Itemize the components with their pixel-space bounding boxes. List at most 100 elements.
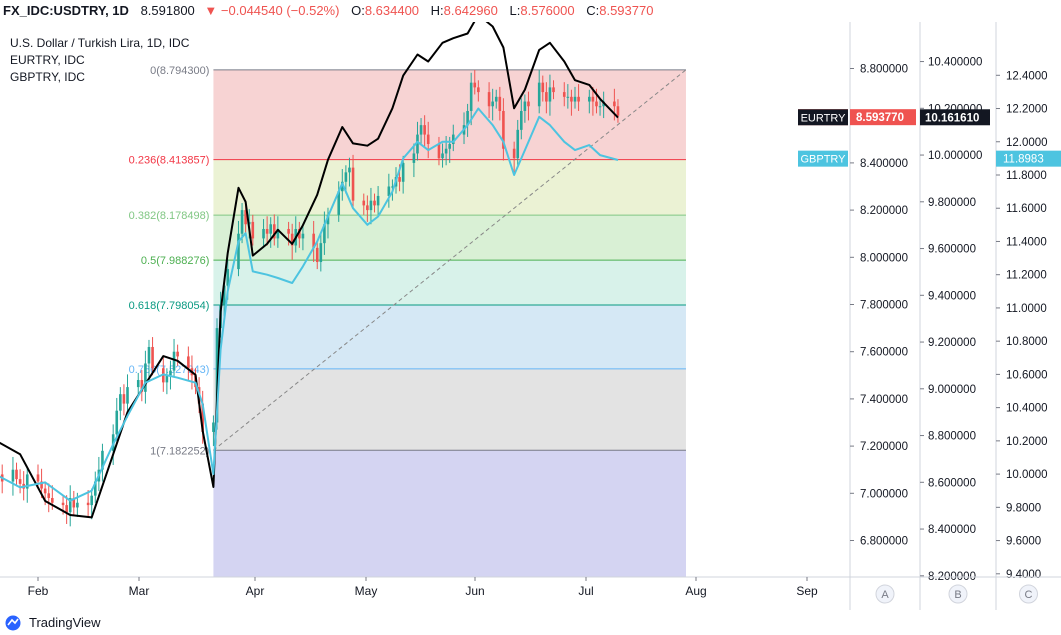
usdtry-candle-body — [240, 210, 244, 234]
usdtry-candle-body — [140, 380, 144, 392]
gbptry-name-label: GBPTRY — [800, 154, 846, 166]
axis-tick-label: 9.800000 — [928, 197, 976, 209]
usdtry-candle-body — [93, 481, 97, 496]
axis-tick-label: 10.4000 — [1006, 403, 1048, 415]
usdtry-candle-body — [588, 96, 591, 102]
axis-tick-label: 7.400000 — [860, 394, 908, 406]
chart-legend: U.S. Dollar / Turkish Lira, 1D, IDC EURT… — [10, 35, 189, 86]
usdtry-candle-body — [595, 101, 598, 107]
usdtry-candle-body — [51, 498, 54, 503]
fib-zone — [213, 260, 686, 305]
time-tick-label: Mar — [129, 584, 150, 598]
usdtry-candle-body — [498, 96, 502, 111]
usdtry-candle-body — [387, 186, 391, 196]
usdtry-candle-body — [25, 474, 29, 489]
axis-tick-label: 12.4000 — [1006, 70, 1048, 82]
axis-tick-label: 10.6000 — [1006, 369, 1048, 381]
usdtry-candle-body — [416, 134, 419, 154]
axis-letter: B — [954, 589, 961, 601]
usdtry-candle-body — [366, 205, 369, 211]
usdtry-candle-body — [222, 285, 226, 305]
usdtry-candle-body — [298, 228, 301, 239]
usdtry-candle-body — [176, 351, 179, 357]
usdtry-candle-body — [412, 153, 416, 163]
usdtry-candle-body — [494, 96, 498, 102]
legend-gbptry[interactable]: GBPTRY, IDC — [10, 70, 85, 84]
usdtry-candle-body — [72, 498, 76, 508]
usdtry-candle-body — [351, 167, 355, 201]
usdtry-candle-body — [441, 153, 444, 159]
usdtry-candle-body — [212, 422, 215, 432]
usdtry-candle-body — [169, 370, 172, 376]
axis-tick-label: 10.0000 — [1006, 469, 1048, 481]
usdtry-candle-body — [444, 148, 448, 154]
usdtry-candle-body — [90, 495, 93, 506]
gbptry-name-tag — [798, 150, 848, 167]
usdtry-candle-body — [262, 228, 265, 239]
high-label: H: — [430, 3, 444, 18]
usdtry-candle-body — [437, 144, 441, 159]
usdtry-candle-body — [502, 110, 505, 149]
time-tick-label: Jun — [465, 584, 484, 598]
usdtry-candle-body — [527, 101, 530, 107]
price-chart[interactable]: 0(8.794300) 0.236(8.413857) 0.382(8.178498… — [0, 22, 1061, 610]
fibonacci-retracement[interactable]: 0(8.794300) 0.236(8.413857) 0.382(8.178498… — [129, 65, 687, 577]
usdtry-candle-body — [47, 493, 51, 499]
axis-tick-label: 8.400000 — [928, 524, 976, 536]
usdtry-candle-body — [68, 498, 72, 513]
axis-tick-label: 8.000000 — [860, 252, 908, 264]
legend-eurtry[interactable]: EURTRY, IDC — [10, 53, 85, 67]
usdtry-candle-body — [122, 394, 126, 404]
usdtry-candle-body — [147, 346, 151, 364]
legend-main-series[interactable]: U.S. Dollar / Turkish Lira, 1D, IDC — [10, 36, 190, 50]
usdtry-candle-body — [426, 134, 430, 145]
usdtry-candle-body — [466, 110, 469, 126]
usdtry-candle-body — [598, 106, 602, 108]
gbptry-price-tag — [996, 150, 1061, 167]
usdtry-candle-body — [401, 162, 405, 182]
low-label: L: — [509, 3, 521, 18]
time-axis[interactable]: Feb Mar Apr May Jun Jul Aug Sep A B C — [28, 577, 1038, 604]
axis-letter-badge — [948, 584, 968, 604]
axis-tick-label: 12.2000 — [1006, 104, 1048, 116]
eurtry-name-label: EURTRY — [801, 112, 846, 124]
usdtry-candle-body — [76, 502, 79, 508]
axis-tick-label: 8.600000 — [928, 477, 976, 489]
axis-tick-label: 10.400000 — [928, 57, 982, 69]
usdtry-candle-body — [487, 92, 491, 107]
symbol-name[interactable]: FX_IDC:USDTRY, 1D — [3, 3, 129, 18]
fib-level-label: 1(7.182252) — [150, 445, 209, 457]
tradingview-logo-icon[interactable] — [5, 615, 27, 631]
usdtry-candle-body — [119, 394, 122, 411]
axis-tick-label: 7.200000 — [860, 441, 908, 453]
usdtry-candle-body — [301, 233, 305, 239]
tradingview-brand[interactable]: TradingView — [29, 615, 101, 630]
price-change: ▼ −0.044540 (−0.52%) — [204, 3, 340, 18]
axis-tick-label: 11.4000 — [1006, 236, 1047, 248]
usdtry-candle-body — [376, 195, 380, 206]
axis-tick-label: 8.800000 — [928, 431, 976, 443]
axis-tick-label: 10.000000 — [928, 150, 982, 162]
symbol-header: FX_IDC:USDTRY, 1D 8.591800 ▼ −0.044540 (… — [0, 0, 1061, 22]
usdtry-candle-body — [276, 228, 280, 239]
usdtry-candle-body — [341, 181, 344, 192]
usdtry-candle-body — [469, 82, 473, 111]
fib-level-label: 0.236(8.413857) — [129, 155, 210, 167]
usdtry-candle-body — [570, 96, 573, 102]
usdtry-candle-body — [265, 228, 269, 234]
usdtry-candle-body — [423, 125, 426, 135]
last-price: 8.591800 — [140, 3, 195, 18]
usdtry-candle-body — [323, 224, 326, 244]
usdtry-candle-body — [237, 233, 240, 270]
axis-tick-label: 12.0000 — [1006, 137, 1048, 149]
eurtry-price-tag — [920, 109, 990, 126]
usdtry-candle-body — [451, 134, 455, 145]
usdtry-candle-body — [362, 200, 366, 206]
usdtry-candle-body — [566, 96, 570, 98]
usdtry-candle-body — [287, 228, 290, 234]
axis-letter-badge — [875, 584, 895, 604]
usdtry-candle-body — [18, 479, 22, 484]
usdtry-candle-body — [391, 186, 394, 188]
usdtry-price-tag — [850, 109, 916, 126]
usdtry-candle-body — [269, 224, 272, 234]
